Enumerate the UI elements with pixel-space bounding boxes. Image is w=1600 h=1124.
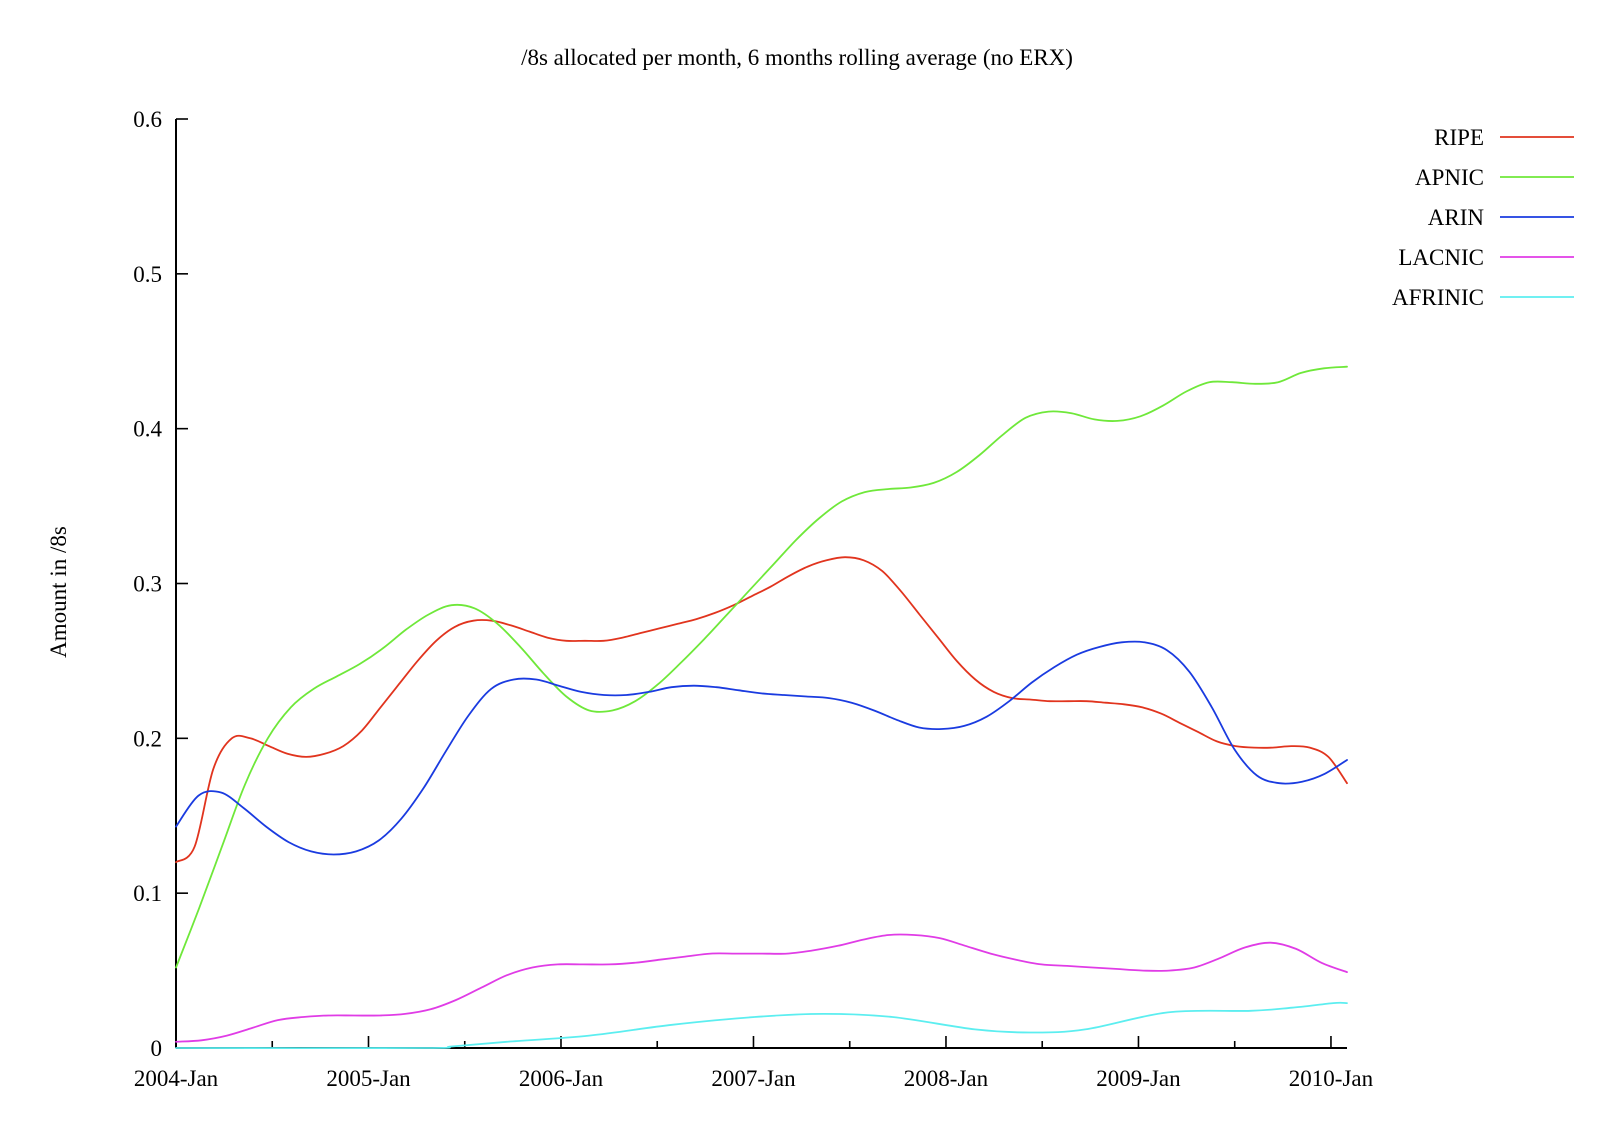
x-tick-label: 2010-Jan [1289, 1066, 1374, 1091]
series-line-lacnic [175, 933, 1348, 1043]
legend-label-lacnic: LACNIC [1398, 245, 1484, 270]
y-tick-label: 0.2 [133, 726, 162, 751]
legend-label-afrinic: AFRINIC [1392, 285, 1484, 310]
plot-area [175, 365, 1348, 1050]
y-axis-label: Amount in /8s [46, 526, 71, 658]
axes: 0 0.1 0.2 0.3 0.4 0.5 0.6 2004-Jan 2005-Jan 2006-… [133, 107, 1373, 1091]
y-tick-label: 0.4 [133, 417, 162, 442]
chart-title: /8s allocated per month, 6 months rollin… [521, 45, 1073, 70]
series-line-ripe [175, 556, 1348, 864]
x-tick-label: 2009-Jan [1096, 1066, 1181, 1091]
y-tick-label: 0.1 [133, 881, 162, 906]
y-tick-label: 0.3 [133, 572, 162, 597]
series-line-arin [175, 640, 1348, 856]
legend-label-ripe: RIPE [1434, 125, 1484, 150]
y-tick-label: 0 [151, 1036, 163, 1061]
x-tick-label: 2006-Jan [519, 1066, 604, 1091]
series-line-apnic [175, 365, 1348, 969]
x-tick-label: 2008-Jan [904, 1066, 989, 1091]
y-tick-label: 0.5 [133, 262, 162, 287]
series-line-afrinic [175, 1001, 1348, 1050]
x-tick-label: 2005-Jan [326, 1066, 411, 1091]
legend-label-arin: ARIN [1428, 205, 1485, 230]
y-tick-label: 0.6 [133, 107, 162, 132]
x-tick-label: 2007-Jan [711, 1066, 796, 1091]
legend-label-apnic: APNIC [1415, 165, 1484, 190]
legend: RIPE APNIC ARIN LACNIC AFRINIC [1392, 125, 1574, 310]
x-tick-label: 2004-Jan [134, 1066, 219, 1091]
